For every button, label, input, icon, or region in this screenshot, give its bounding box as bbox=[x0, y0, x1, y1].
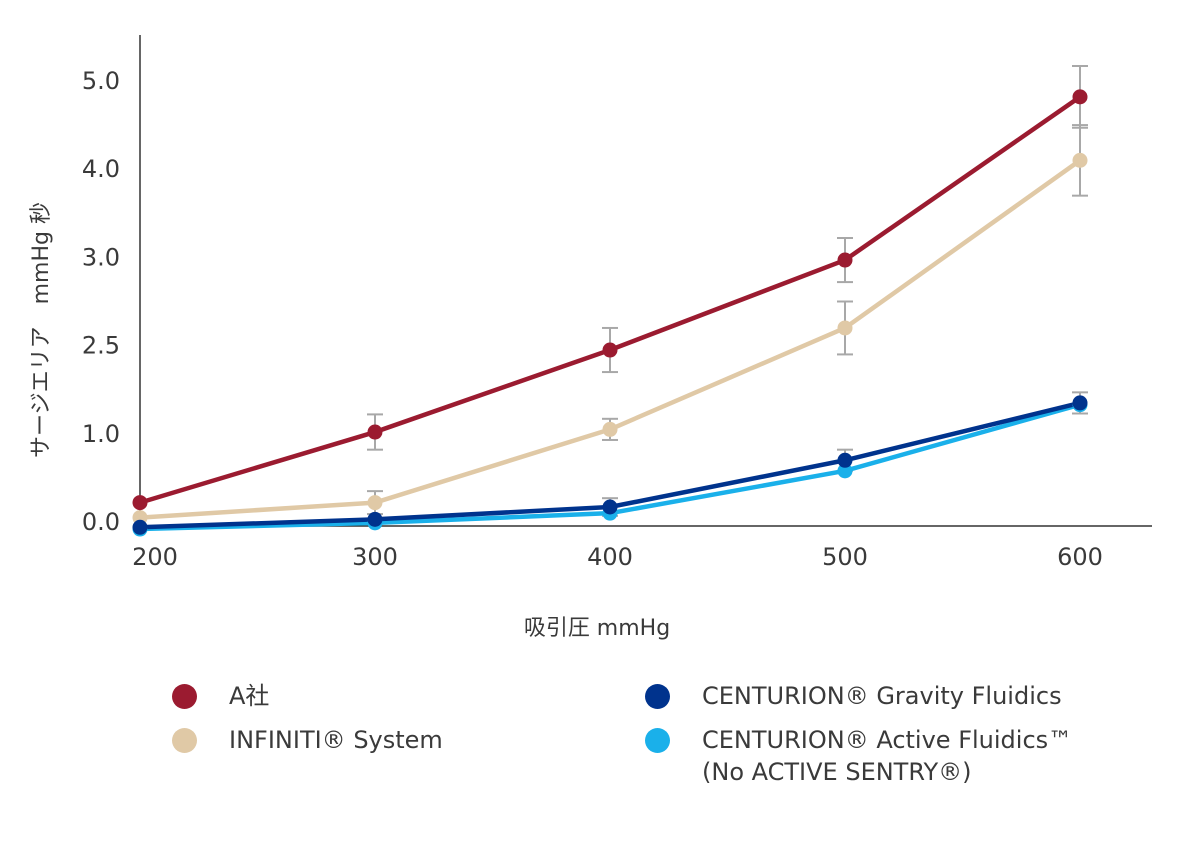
y-tick-label: 4.0 bbox=[82, 155, 120, 183]
tick-labels: 200 300 400 500 600 0.0 1.0 2.5 3.0 4.0 5.0 bbox=[82, 67, 1103, 571]
data-point bbox=[367, 511, 383, 527]
y-tick-label: 0.0 bbox=[82, 508, 120, 536]
x-tick-label: 600 bbox=[1057, 543, 1103, 571]
x-tick-label: 200 bbox=[132, 543, 178, 571]
data-point bbox=[837, 252, 853, 268]
data-point bbox=[1072, 89, 1088, 105]
error-bars bbox=[367, 65, 1088, 517]
data-point bbox=[1072, 152, 1088, 168]
data-point bbox=[367, 495, 383, 511]
data-point bbox=[1072, 395, 1088, 411]
x-axis-title: 吸引圧 mmHg bbox=[524, 616, 670, 641]
series-lines bbox=[137, 94, 1083, 532]
data-point bbox=[367, 424, 383, 440]
axes bbox=[139, 35, 1152, 527]
series-points bbox=[132, 89, 1088, 537]
data-point bbox=[602, 342, 618, 358]
x-tick-label: 400 bbox=[587, 543, 633, 571]
y-tick-label: 3.0 bbox=[82, 243, 120, 271]
data-point bbox=[837, 452, 853, 468]
data-point bbox=[132, 495, 148, 511]
data-point bbox=[837, 463, 853, 479]
y-tick-label: 1.0 bbox=[82, 420, 120, 448]
x-tick-label: 500 bbox=[822, 543, 868, 571]
y-axis-title: サージエリア mmHg 秒 bbox=[29, 202, 54, 458]
series-line bbox=[137, 94, 1083, 505]
data-point bbox=[602, 499, 618, 515]
data-point bbox=[837, 320, 853, 336]
x-tick-label: 300 bbox=[352, 543, 398, 571]
data-point bbox=[602, 421, 618, 437]
y-tick-label: 5.0 bbox=[82, 67, 120, 95]
y-tick-label: 2.5 bbox=[82, 332, 120, 360]
data-point bbox=[132, 519, 148, 535]
